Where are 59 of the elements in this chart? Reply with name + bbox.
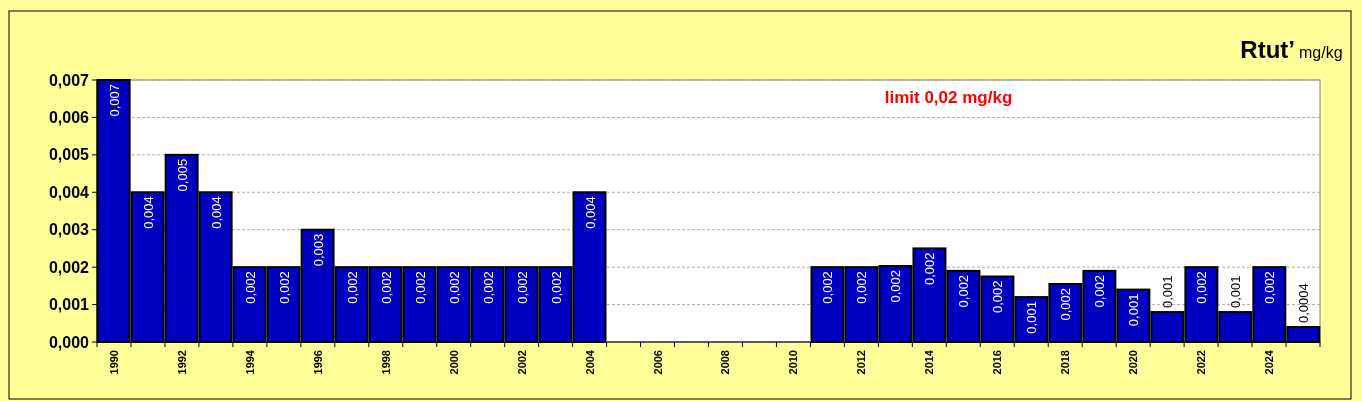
data-label: 0,002 xyxy=(412,271,428,304)
data-label: 0,002 xyxy=(276,271,292,304)
data-label: 0,001 xyxy=(1126,293,1142,327)
data-label: 0,002 xyxy=(344,271,360,304)
annotation: limit 0,02 mg/kg xyxy=(884,88,1013,107)
data-label: 0,002 xyxy=(446,271,462,304)
data-label: 0,001 xyxy=(1228,275,1244,309)
x-tick-label: 2006 xyxy=(651,350,664,375)
y-tick-label: 0,005 xyxy=(48,146,90,164)
x-tick-label: 1992 xyxy=(175,350,188,375)
y-tick-label: 0,006 xyxy=(48,109,90,127)
y-tick-label: 0,004 xyxy=(48,183,90,201)
chart-title: Rtut’ xyxy=(1240,36,1295,63)
data-label: 0,002 xyxy=(242,271,258,304)
data-label: 0,003 xyxy=(310,233,326,267)
y-tick-label: 0,001 xyxy=(48,296,90,314)
data-label: 0,002 xyxy=(548,271,564,304)
x-tick-label: 1994 xyxy=(243,349,256,375)
data-label: 0,004 xyxy=(140,196,156,229)
data-label: 0,002 xyxy=(888,270,904,303)
data-label: 0,002 xyxy=(480,271,496,304)
data-label: 0,002 xyxy=(820,271,836,304)
data-label: 0,004 xyxy=(582,196,598,229)
data-label: 0,002 xyxy=(1194,271,1210,304)
data-label: 0,002 xyxy=(514,271,530,304)
chart-subtitle: mg/kg xyxy=(1299,44,1343,61)
x-tick-label: 2000 xyxy=(447,350,460,375)
y-tick-label: 0,007 xyxy=(48,71,90,89)
data-label: 0,002 xyxy=(854,271,870,304)
data-label: 0,002 xyxy=(1058,287,1074,321)
x-tick-label: 1996 xyxy=(311,350,324,375)
x-tick-label: 2024 xyxy=(1263,349,1276,375)
x-tick-label: 2022 xyxy=(1195,350,1208,375)
data-label: 0,001 xyxy=(1024,301,1040,334)
x-tick-label: 2012 xyxy=(855,350,868,375)
x-tick-label: 2002 xyxy=(515,350,528,375)
data-label: 0,0004 xyxy=(1296,283,1312,324)
data-label: 0,002 xyxy=(378,271,394,304)
x-tick-label: 2020 xyxy=(1127,350,1140,375)
data-label: 0,004 xyxy=(208,196,224,229)
data-label: 0,002 xyxy=(956,274,972,308)
x-tick-label: 2010 xyxy=(787,350,800,375)
y-tick-label: 0,002 xyxy=(48,258,90,276)
data-label: 0,005 xyxy=(174,158,190,192)
x-tick-label: 2014 xyxy=(923,349,936,375)
y-tick-label: 0,003 xyxy=(48,221,90,239)
data-label: 0,001 xyxy=(1160,275,1176,309)
x-tick-label: 2008 xyxy=(719,350,732,375)
data-label: 0,007 xyxy=(106,84,122,117)
x-tick-label: 2018 xyxy=(1059,350,1072,375)
data-label: 0,002 xyxy=(922,252,938,285)
x-tick-label: 2016 xyxy=(991,350,1004,375)
data-label: 0,002 xyxy=(1092,274,1108,308)
data-label: 0,002 xyxy=(1262,271,1278,304)
data-label: 0,002 xyxy=(990,280,1006,314)
y-tick-label: 0,000 xyxy=(48,333,90,351)
x-tick-label: 1998 xyxy=(379,350,392,375)
x-tick-label: 2004 xyxy=(583,349,596,375)
x-tick-label: 1990 xyxy=(107,350,120,375)
